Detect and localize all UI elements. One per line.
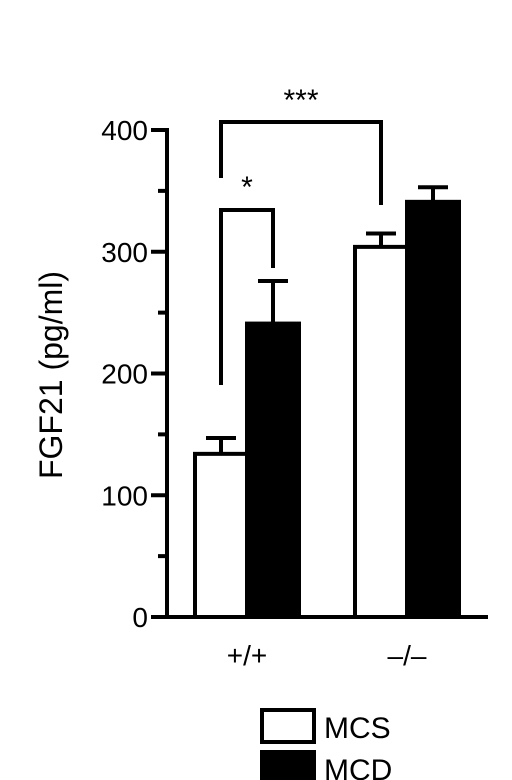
significance-label: *** [283,84,318,117]
y-tick-label: 0 [132,602,148,633]
bar-mcd-ko [405,199,461,620]
category-labels: +/+ –/– [227,640,427,671]
y-tick-label: 200 [101,359,148,390]
legend: MCS MCD [260,708,392,780]
bars [193,199,461,620]
bar-mcd-wt [245,321,301,619]
bar-mcs-wt [193,451,249,620]
y-axis: 0 100 200 300 400 [101,115,169,633]
y-tick-label: 300 [101,237,148,268]
significance-label: * [241,171,253,204]
legend-label-mcs: MCS [324,712,391,745]
error-bars [206,185,448,454]
y-tick-label: 100 [101,480,148,511]
y-axis-title: FGF21 (pg/ml) [33,271,69,479]
legend-swatch-mcs [260,708,316,744]
bar-mcs-ko [353,244,409,619]
significance-annotations: **** [219,84,383,385]
y-tick-label: 400 [101,115,148,146]
significance-bracket [219,120,383,205]
legend-label-mcd: MCD [324,754,392,780]
significance-bracket [219,208,275,385]
legend-swatch-mcd [260,750,316,780]
category-label: +/+ [227,640,267,671]
category-label: –/– [388,640,427,671]
